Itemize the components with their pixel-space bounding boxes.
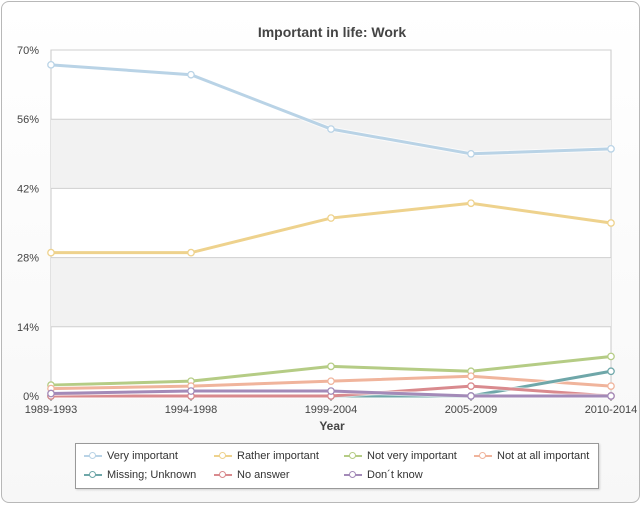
data-point <box>327 214 335 222</box>
legend-marker-icon <box>214 470 232 480</box>
y-tick-label: 28% <box>17 253 39 265</box>
series-2 <box>47 352 615 389</box>
data-point <box>467 382 475 390</box>
legend-item[interactable]: Don´t know <box>344 469 423 481</box>
legend-label: Rather important <box>237 450 319 462</box>
data-point <box>607 145 615 153</box>
legend-marker-icon <box>344 451 362 461</box>
data-point <box>187 387 195 395</box>
legend-marker-icon <box>214 451 232 461</box>
y-tick-label: 42% <box>17 183 39 195</box>
legend-point <box>89 471 96 478</box>
legend-point <box>479 452 486 459</box>
data-point <box>467 149 475 158</box>
data-point <box>467 372 475 381</box>
x-tick-label: 1999-2004 <box>305 404 358 416</box>
data-point <box>47 389 55 398</box>
series-0 <box>47 60 615 158</box>
x-tick-label: 1989-1993 <box>25 404 78 416</box>
legend-label: Missing; Unknown <box>107 469 197 481</box>
data-point <box>327 362 335 371</box>
legend-marker-icon <box>474 451 492 461</box>
legend-marker-icon <box>84 470 102 480</box>
legend-point <box>219 471 226 478</box>
legend-point <box>219 452 226 459</box>
legend-label: Don´t know <box>367 469 423 481</box>
legend-item[interactable]: Missing; Unknown <box>84 469 196 481</box>
data-point <box>327 125 335 133</box>
legend-item[interactable]: No answer <box>214 469 290 481</box>
legend-point <box>349 452 356 459</box>
legend-label: Not at all important <box>497 450 590 462</box>
data-point <box>187 70 195 79</box>
legend-item[interactable]: Rather important <box>214 450 319 462</box>
x-tick-label: 2010-2014 <box>585 404 638 416</box>
x-axis-title: Year <box>319 419 345 433</box>
y-tick-label: 56% <box>17 114 39 126</box>
legend: Very important Rather important Not very i… <box>75 443 599 489</box>
data-point <box>607 352 615 361</box>
series-group <box>47 60 615 400</box>
legend-label: Not very important <box>367 450 457 462</box>
y-tick-label: 0% <box>23 391 39 403</box>
plot-area <box>50 49 612 397</box>
data-point <box>607 219 615 227</box>
data-point <box>47 248 55 257</box>
data-point <box>607 392 615 400</box>
x-tick-label: 2005-2009 <box>445 404 498 416</box>
legend-point <box>89 452 96 459</box>
legend-item[interactable]: Not at all important <box>474 450 589 462</box>
legend-label: Very important <box>107 450 178 462</box>
series-1 <box>47 199 615 257</box>
chart-title: Important in life: Work <box>258 24 407 40</box>
y-tick-label: 14% <box>17 322 39 334</box>
series-6 <box>47 387 615 400</box>
data-point <box>327 377 335 386</box>
data-point <box>327 387 335 395</box>
data-point <box>607 367 615 376</box>
y-tick-label: 70% <box>17 45 39 57</box>
data-point <box>47 60 55 69</box>
data-point <box>467 199 475 208</box>
grid-band <box>51 257 611 327</box>
data-point <box>187 248 195 257</box>
legend-point <box>349 471 356 478</box>
data-point <box>467 392 475 400</box>
series-5 <box>47 382 615 400</box>
y-axis: 0% 14% 28% 42% 56% 70% <box>17 45 39 403</box>
legend-marker-icon <box>344 470 362 480</box>
legend-item[interactable]: Very important <box>84 450 178 462</box>
legend-item[interactable]: Not very important <box>344 450 457 462</box>
legend-label: No answer <box>237 469 290 481</box>
data-point <box>607 382 615 390</box>
x-tick-label: 1994-1998 <box>165 404 218 416</box>
legend-marker-icon <box>84 451 102 461</box>
